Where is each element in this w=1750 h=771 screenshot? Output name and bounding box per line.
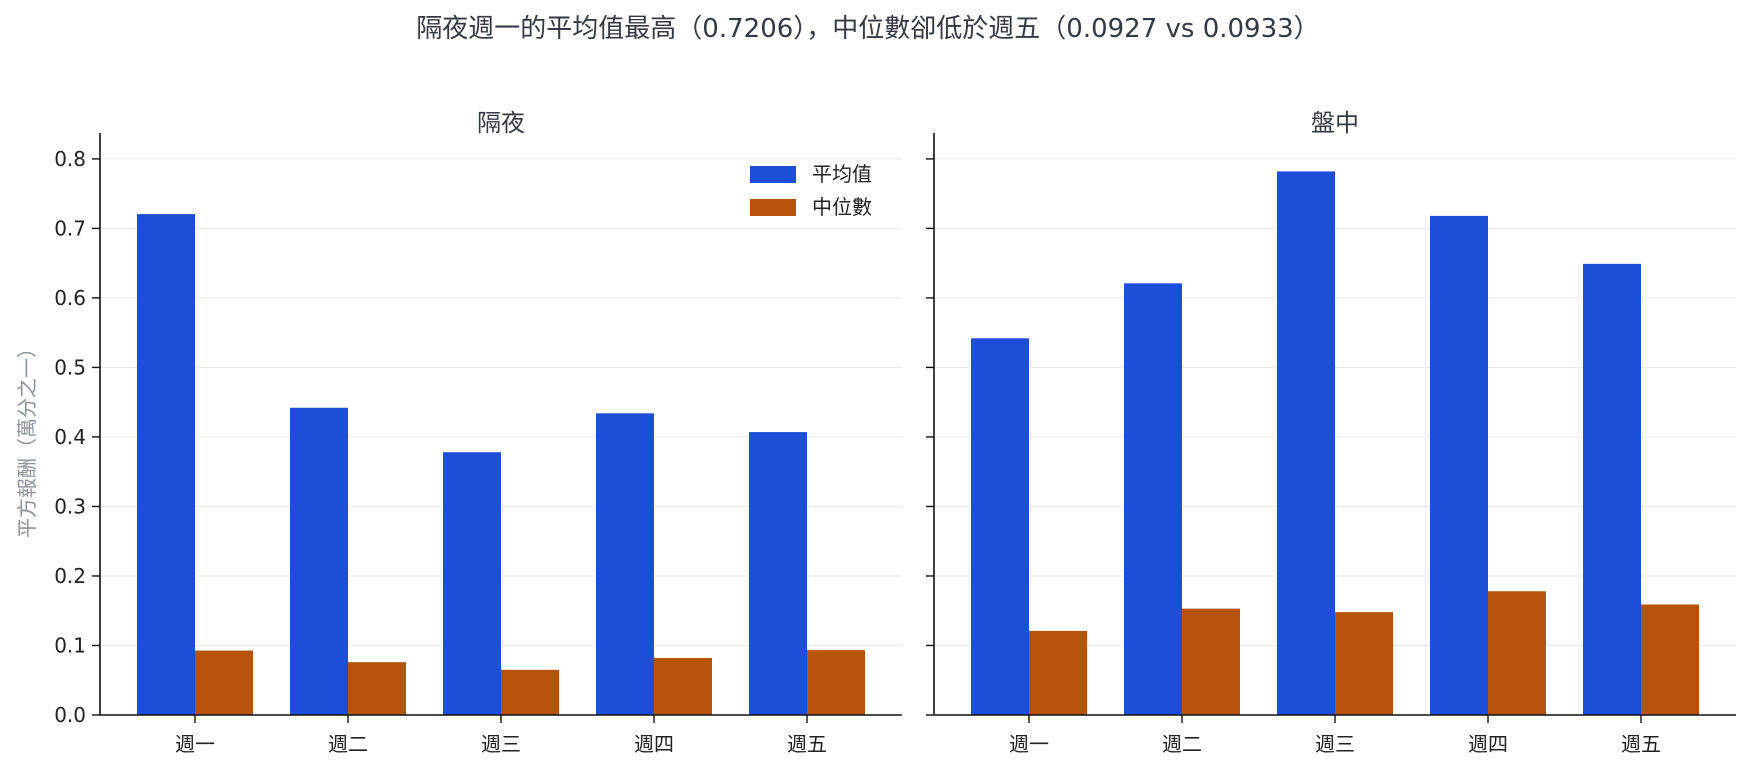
bar-mean-5 (749, 432, 807, 715)
panel-2: 週一 週二 週三 週四 週五 盤中 (926, 109, 1736, 756)
y-tick-label: 0.8 (54, 147, 86, 171)
bar-mean-4 (1430, 215, 1488, 715)
bar-median-5 (807, 650, 865, 715)
bar-median-2 (348, 662, 406, 715)
bar-median-1 (195, 650, 253, 715)
bar-median-4 (1488, 591, 1546, 715)
x-tick-label: 週三 (1315, 732, 1355, 756)
x-tick-label: 週四 (1468, 732, 1508, 756)
legend-label: 中位數 (812, 195, 872, 219)
bar-mean-1 (137, 214, 195, 715)
y-tick-label: 0.4 (54, 425, 86, 449)
bar-mean-2 (290, 407, 348, 715)
y-tick-label: 0.0 (54, 703, 86, 727)
bar-mean-1 (971, 338, 1029, 715)
x-tick-label: 週五 (787, 732, 827, 756)
chart-title: 隔夜週一的平均值最高（0.7206），中位數卻低於週五（0.0927 vs 0.… (416, 14, 1319, 44)
bar-mean-3 (1277, 171, 1335, 716)
x-tick-label: 週二 (1162, 732, 1202, 756)
panel-title: 盤中 (1311, 109, 1359, 137)
panel-title: 隔夜 (477, 109, 525, 137)
x-tick-label: 週一 (175, 732, 215, 756)
bar-mean-2 (1124, 283, 1182, 715)
bar-median-2 (1182, 608, 1240, 715)
bar-median-5 (1641, 604, 1699, 715)
y-tick-label: 0.3 (54, 494, 86, 518)
bar-median-1 (1029, 630, 1087, 715)
y-tick-label: 0.1 (54, 633, 86, 657)
legend-swatch (750, 166, 796, 183)
legend-label: 平均值 (812, 162, 872, 186)
x-tick-label: 週二 (328, 732, 368, 756)
panels: 0.00.10.20.30.40.50.60.70.8週一 週二 週三 週四 週五隔夜週… (54, 109, 1736, 756)
panel-1: 0.0 0.1 0.2 0.3 0.4 0.5 0.6 0.7 0.8 週一 週二 週三 週四 週五 隔夜 (54, 109, 902, 756)
y-tick-label: 0.5 (54, 355, 86, 379)
bar-mean-5 (1583, 263, 1641, 715)
bar-median-3 (1335, 612, 1393, 715)
y-tick-label: 0.7 (54, 216, 86, 240)
legend-swatch (750, 199, 796, 216)
bar-mean-3 (443, 452, 501, 715)
bar-mean-4 (596, 413, 654, 715)
y-tick-label: 0.2 (54, 564, 86, 588)
x-tick-label: 週五 (1621, 732, 1661, 756)
x-tick-label: 週三 (481, 732, 521, 756)
bar-median-4 (654, 658, 712, 715)
x-tick-label: 週四 (634, 732, 674, 756)
y-axis-label: 平方報酬（萬分之一） (15, 338, 39, 538)
y-tick-label: 0.6 (54, 286, 86, 310)
bar-median-3 (501, 669, 559, 715)
x-tick-label: 週一 (1009, 732, 1049, 756)
